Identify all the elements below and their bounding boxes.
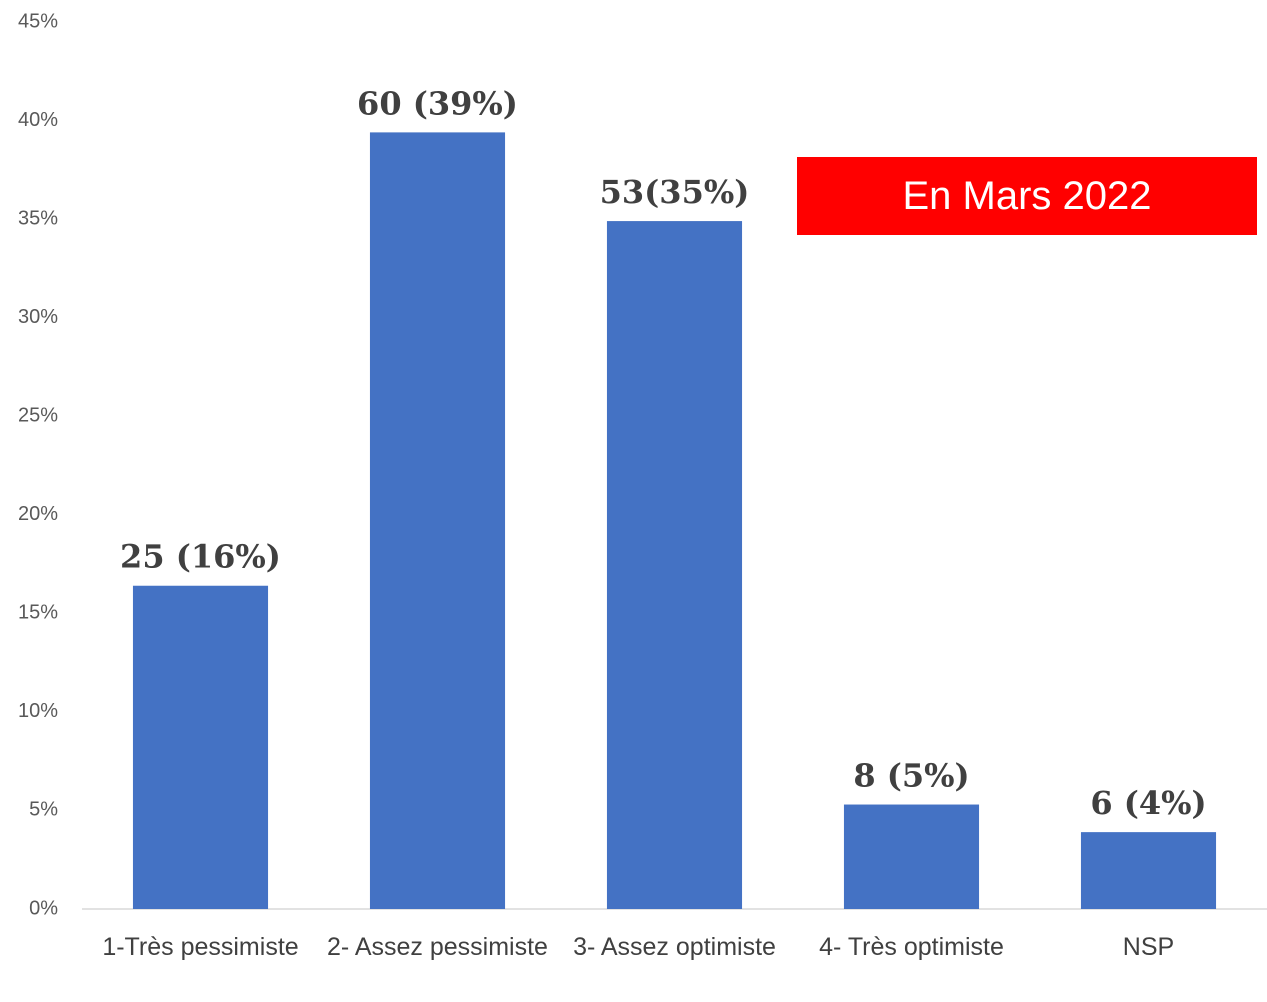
y-tick-label: 35% [18, 207, 58, 229]
data-label: 6 (4%) [1090, 784, 1206, 822]
y-tick-label: 10% [18, 700, 58, 722]
data-label: 25 (16%) [120, 538, 281, 576]
y-tick-label: 25% [18, 405, 58, 427]
x-tick-label: 3- Assez optimiste [573, 933, 776, 961]
y-tick-label: 5% [29, 799, 58, 821]
bar [606, 221, 743, 910]
bar [132, 585, 269, 909]
x-tick-label: 4- Très optimiste [819, 933, 1004, 961]
y-tick-label: 45% [18, 10, 58, 32]
annotation: En Mars 2022 [797, 157, 1257, 235]
data-label: 8 (5%) [853, 757, 969, 795]
y-tick-label: 0% [29, 897, 58, 919]
data-label: 53(35%) [600, 173, 750, 211]
y-tick-label: 15% [18, 602, 58, 624]
bar [1080, 832, 1217, 909]
y-tick-label: 20% [18, 503, 58, 525]
bar [843, 804, 980, 909]
bar [369, 132, 506, 910]
y-tick-label: 40% [18, 109, 58, 131]
x-tick-label: NSP [1122, 933, 1175, 961]
data-label: 60 (39%) [357, 84, 518, 122]
x-tick-label: 1-Très pessimiste [102, 933, 299, 961]
x-tick-label: 2- Assez pessimiste [327, 933, 548, 961]
y-tick-label: 30% [18, 306, 58, 328]
